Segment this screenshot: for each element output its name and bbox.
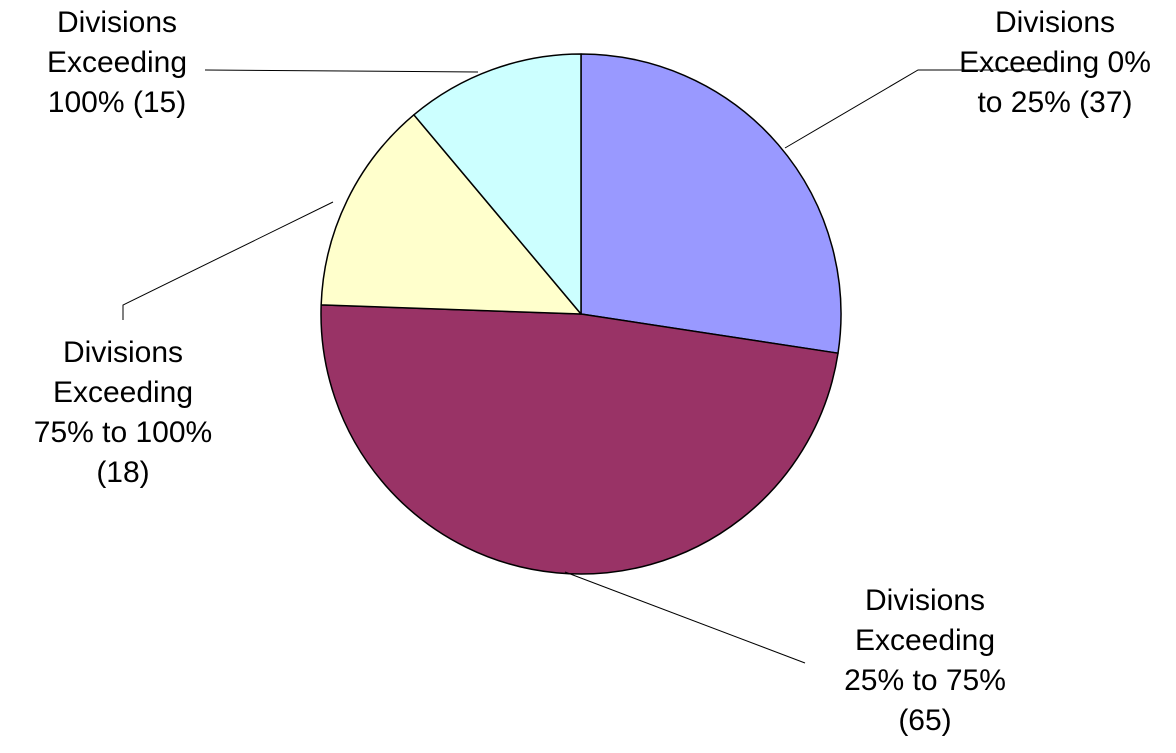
slice-label-line: 75% to 100% [34, 416, 212, 449]
leader-line-2 [564, 571, 806, 664]
slice-label-line: Divisions [865, 584, 985, 617]
slice-label-line: 100% (15) [48, 86, 186, 119]
slice-label-2: Divisions Exceeding 25% to 75% (65) [844, 584, 1006, 737]
pie-slice-4 [413, 53, 582, 315]
slice-label-line: (18) [96, 456, 149, 489]
leader-line-1 [784, 69, 1055, 149]
slice-label-line: 25% to 75% [844, 664, 1006, 697]
slice-label-line: Divisions [63, 336, 183, 369]
leader-lines-layer [122, 69, 1055, 664]
slice-label-1: Divisions Exceeding 0% to 25% (37) [959, 6, 1151, 119]
labels-layer: Divisions Exceeding 0% to 25% (37)Division… [34, 6, 1151, 737]
slice-label-line: Divisions [995, 6, 1115, 39]
pie-slice-1 [580, 53, 842, 354]
slice-label-line: (65) [898, 704, 951, 737]
leader-line-3 [122, 201, 334, 320]
slice-label-3: Divisions Exceeding 75% to 100% (18) [34, 336, 212, 489]
leader-line-4 [204, 69, 479, 73]
slice-label-line: Divisions [57, 6, 177, 39]
slice-label-line: Exceeding [53, 376, 193, 409]
pie-slice-2 [320, 304, 839, 575]
slice-label-line: Exceeding 0% [959, 46, 1151, 79]
pie-slice-3 [320, 114, 582, 315]
slices-layer [320, 53, 842, 575]
slice-label-4: Divisions Exceeding 100% (15) [47, 6, 187, 119]
slice-label-line: Exceeding [47, 46, 187, 79]
slice-label-line: to 25% (37) [977, 86, 1132, 119]
slice-label-line: Exceeding [855, 624, 995, 657]
